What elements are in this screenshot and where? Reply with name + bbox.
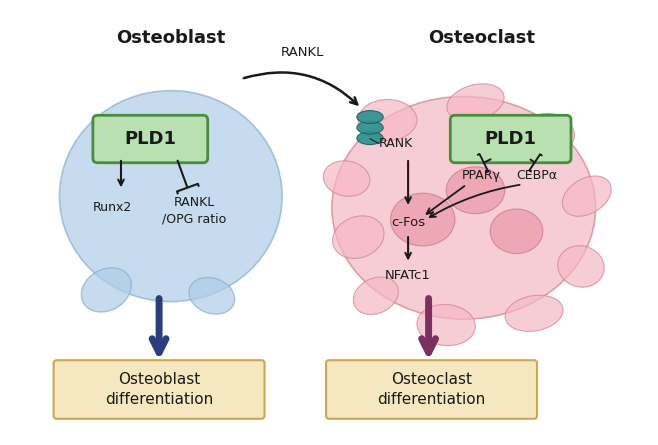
Ellipse shape (59, 91, 282, 302)
Text: RANK: RANK (379, 137, 413, 150)
Ellipse shape (82, 268, 132, 312)
Ellipse shape (332, 216, 384, 259)
Ellipse shape (357, 111, 383, 123)
Ellipse shape (390, 193, 455, 246)
Text: Osteoblast: Osteoblast (116, 29, 226, 47)
Ellipse shape (353, 277, 398, 315)
Ellipse shape (563, 176, 611, 216)
Ellipse shape (357, 132, 383, 145)
Ellipse shape (447, 84, 504, 121)
Ellipse shape (332, 97, 595, 319)
FancyBboxPatch shape (53, 360, 265, 419)
Text: PPARγ: PPARγ (462, 169, 501, 182)
Text: CEBPα: CEBPα (517, 169, 557, 182)
Text: RANKL: RANKL (281, 46, 324, 59)
FancyBboxPatch shape (93, 115, 208, 163)
Ellipse shape (417, 304, 476, 346)
Ellipse shape (490, 209, 543, 254)
Ellipse shape (323, 161, 370, 196)
Text: Osteoclast: Osteoclast (428, 29, 535, 47)
Text: PLD1: PLD1 (124, 130, 176, 148)
Ellipse shape (529, 113, 574, 150)
Text: Osteoclast
differentiation: Osteoclast differentiation (378, 372, 486, 407)
Text: PLD1: PLD1 (485, 130, 537, 148)
Text: RANKL
/OPG ratio: RANKL /OPG ratio (162, 196, 226, 225)
Text: Runx2: Runx2 (93, 201, 132, 214)
Text: NFATc1: NFATc1 (385, 269, 431, 282)
Ellipse shape (505, 295, 563, 332)
Ellipse shape (446, 167, 505, 214)
Ellipse shape (558, 246, 604, 287)
FancyBboxPatch shape (450, 115, 571, 163)
Ellipse shape (189, 277, 235, 314)
Ellipse shape (359, 99, 417, 141)
FancyBboxPatch shape (326, 360, 537, 419)
Ellipse shape (357, 121, 383, 134)
Text: Osteoblast
differentiation: Osteoblast differentiation (105, 372, 213, 407)
Text: c-Fos: c-Fos (391, 216, 425, 229)
